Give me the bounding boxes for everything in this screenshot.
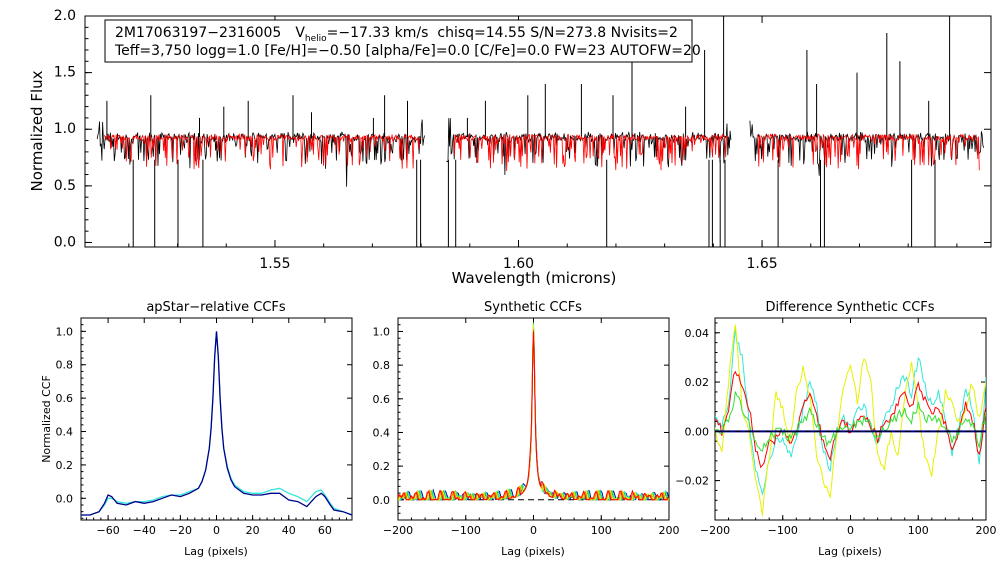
difference-ccf-ytick-label: 0.02 (685, 376, 710, 389)
apstar-ccf-xtick-label: 40 (282, 524, 296, 537)
apstar-ccf-ylabel: Normalized CCF (40, 375, 53, 463)
spectrum-xlabel: Wavelength (microns) (452, 269, 617, 287)
vhelio-label: V (295, 25, 305, 41)
synthetic-ccf-series (398, 322, 669, 501)
observed-spectrum-spikes (106, 16, 951, 247)
spectrum-frame (84, 15, 992, 248)
difference-ccf-ytick-label: −0.02 (675, 475, 709, 488)
synthetic-ccf-line (398, 328, 669, 501)
difference-ccf-plot: −200 −100 0 100 200 −0.02 0.00 0.02 0.04 (675, 318, 997, 537)
apstar-ccf-xtick-label: 0 (213, 524, 220, 537)
spectrum-xtick-label: 1.60 (503, 256, 534, 272)
apstar-ccf-ytick-label: 0.2 (56, 459, 74, 472)
difference-ccf-title: Difference Synthetic CCFs (765, 300, 934, 315)
synthetic-ccf-xtick-label: 0 (530, 524, 537, 537)
spectrum-ytick-label: 2.0 (54, 8, 76, 24)
difference-ccf-line (715, 324, 986, 516)
synthetic-ccf-line (398, 331, 669, 501)
synthetic-ccf-line (398, 324, 669, 501)
fit-stats: chisq=14.55 S/N=273.8 Nvisits=2 (437, 25, 678, 41)
difference-ccf-xtick-label: 200 (976, 524, 997, 537)
annotation-line-1: 2M17063197−2316005 Vhelio=−17.33 km/s chis… (115, 25, 678, 44)
spectrum-ytick-label: 1.5 (54, 65, 76, 81)
synthetic-ccf-ytick-label: 0.4 (373, 426, 391, 439)
observed-spectrum-line (96, 118, 985, 187)
spectrum-xtick-label: 1.65 (746, 256, 777, 272)
synthetic-ccf-ytick-label: 0.2 (373, 460, 391, 473)
apstar-ccf-ytick-label: 0.0 (56, 492, 74, 505)
synthetic-ccf-plot: −200 −100 0 100 200 0.0 0.2 0.4 0.6 0.8 1.0 (373, 317, 680, 537)
difference-ccf-xtick-label: 0 (847, 524, 854, 537)
annotation-box (104, 19, 693, 63)
synthetic-ccf-ytick-label: 1.0 (373, 325, 391, 338)
apstar-ccf-ytick-label: 0.4 (56, 426, 74, 439)
synthetic-spectrum-line (104, 133, 980, 172)
difference-ccf-xtick-label: −100 (768, 524, 798, 537)
spectrum-plot: 1.55 1.60 1.65 0.0 0.5 1.0 1.5 2.0 (54, 8, 991, 272)
difference-ccf-ytick-label: 0.04 (685, 327, 710, 340)
spectrum-ytick-label: 1.0 (54, 121, 76, 137)
apstar-ccf-ytick-label: 0.8 (56, 359, 74, 372)
apstar-ccf-line (81, 331, 352, 516)
vhelio-value: =−17.33 km/s (327, 25, 429, 41)
apstar-ccf-xtick-label: −20 (169, 524, 192, 537)
synthetic-ccf-title: Synthetic CCFs (484, 300, 582, 315)
synthetic-ccf-ytick-label: 0.0 (373, 494, 391, 507)
difference-ccf-line (715, 391, 986, 452)
synthetic-ccf-xtick-label: −100 (451, 524, 481, 537)
synthetic-ccf-xtick-label: 200 (659, 524, 680, 537)
apstar-ccf-xtick-label: 60 (318, 524, 332, 537)
apstar-ccf-frame (80, 317, 353, 521)
difference-ccf-series (715, 324, 986, 516)
spectrum-ylabel: Normalized Flux (28, 70, 46, 191)
vhelio-subscript: helio (305, 34, 327, 44)
synthetic-ccf-line (398, 330, 669, 501)
synthetic-ccf-ytick-label: 0.8 (373, 359, 391, 372)
synthetic-ccf-xtick-label: 100 (591, 524, 612, 537)
apstar-ccf-xtick-label: −60 (96, 524, 119, 537)
synthetic-ccf-xlabel: Lag (pixels) (501, 545, 565, 558)
difference-ccf-xtick-label: −200 (700, 524, 730, 537)
apstar-ccf-line (81, 331, 352, 516)
apstar-ccf-xtick-label: 20 (246, 524, 260, 537)
apstar-ccf-title: apStar−relative CCFs (146, 300, 286, 315)
spectrum-ytick-label: 0.0 (54, 234, 76, 250)
synthetic-ccf-line (398, 322, 669, 501)
synthetic-ccf-xtick-label: −200 (383, 524, 413, 537)
spectrum-xtick-label: 1.55 (259, 256, 290, 272)
spectrum-ytick-label: 0.5 (54, 178, 76, 194)
spectrum-series (96, 16, 985, 247)
apstar-ccf-series (81, 331, 352, 516)
difference-ccf-line (715, 370, 986, 469)
star-id: 2M17063197−2316005 (115, 25, 281, 41)
difference-ccf-ytick-label: 0.00 (685, 425, 710, 438)
difference-ccf-xlabel: Lag (pixels) (818, 545, 882, 558)
annotation-line-2: Teff=3,750 logg=1.0 [Fe/H]=−0.50 [alpha/… (114, 43, 701, 59)
apstar-ccf-ytick-label: 0.6 (56, 392, 74, 405)
apstar-ccf-ytick-label: 1.0 (56, 325, 74, 338)
synthetic-ccf-ytick-label: 0.6 (373, 393, 391, 406)
apstar-ccf-xtick-label: −40 (133, 524, 156, 537)
difference-ccf-line (715, 328, 986, 497)
synthetic-ccf-line (398, 324, 669, 501)
apstar-ccf-xlabel: Lag (pixels) (184, 545, 248, 558)
difference-ccf-xtick-label: 100 (908, 524, 929, 537)
apstar-ccf-plot: −60 −40 −20 0 20 40 60 0.0 0.2 0.4 0.6 0.8 1.0 (56, 317, 352, 537)
